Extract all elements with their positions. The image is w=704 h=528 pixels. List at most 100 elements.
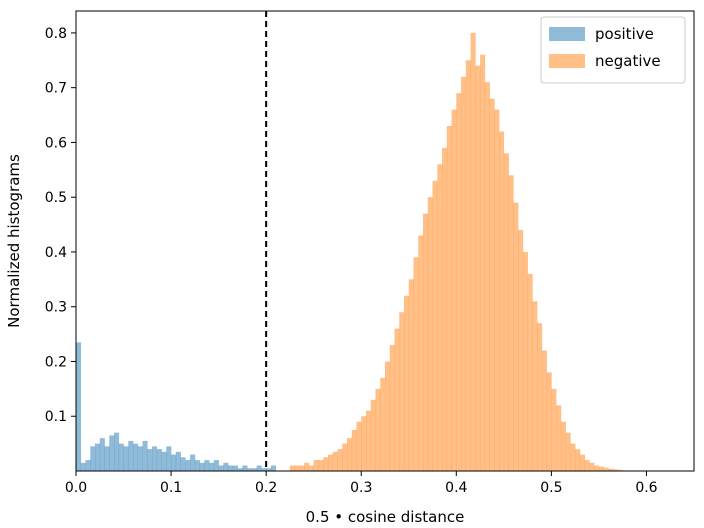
negative-bar	[532, 301, 538, 471]
positive-bar	[133, 443, 139, 471]
axes-frame	[75, 10, 695, 472]
y-tick-label: 0.2	[45, 354, 67, 370]
positive-bar	[128, 440, 134, 471]
negative-bar	[475, 65, 481, 471]
negative-bar	[546, 372, 552, 471]
positive-bar	[204, 460, 210, 471]
positive-bar	[142, 440, 148, 471]
positive-bar	[228, 465, 234, 471]
positive-bar	[118, 443, 124, 471]
negative-bar	[413, 257, 419, 471]
y-tick-label: 0.4	[45, 245, 67, 261]
positive-bar	[137, 446, 143, 471]
y-tick-label: 0.3	[45, 300, 67, 316]
negative-bar	[308, 465, 314, 471]
negative-bar	[579, 454, 585, 471]
negative-bar	[537, 323, 543, 471]
negative-bar	[365, 410, 372, 471]
negative-bar	[323, 457, 329, 471]
negative-bar	[356, 421, 362, 471]
positive-bar	[199, 462, 205, 471]
positive-bar	[109, 435, 115, 471]
negative-bar	[294, 465, 300, 471]
negative-bar	[375, 388, 381, 471]
negative-bar	[418, 235, 424, 471]
negative-bar	[499, 131, 505, 471]
positive-bar	[171, 454, 177, 471]
legend-label: positive	[595, 25, 654, 43]
negative-bar	[484, 82, 490, 471]
negative-bar	[603, 467, 609, 471]
negative-bar	[385, 361, 391, 471]
positive-bar	[237, 468, 243, 471]
x-tick-label: 0.3	[350, 480, 372, 496]
negative-bar	[527, 273, 533, 471]
negative-bar	[508, 175, 514, 471]
negative-bar	[570, 443, 576, 471]
axes-border	[75, 10, 695, 472]
negative-bar	[427, 197, 433, 471]
y-axis-label: Normalized histograms	[5, 154, 23, 328]
negative-bar	[489, 98, 495, 471]
negative-bar	[346, 438, 353, 471]
negative-bar	[318, 460, 324, 471]
negative-bar	[456, 93, 462, 471]
negative-bar	[380, 377, 386, 471]
positive-bar	[232, 465, 238, 471]
positive-bar	[147, 449, 153, 471]
negative-bar	[394, 328, 400, 471]
negative-bar	[556, 405, 562, 471]
positive-bar	[99, 438, 105, 471]
negative-bar	[389, 345, 395, 471]
positive-bar	[266, 468, 272, 471]
negative-bar	[442, 147, 448, 471]
legend-swatch	[549, 54, 585, 68]
negative-bar	[617, 469, 623, 471]
legend-swatch	[549, 27, 585, 41]
negative-bar	[342, 443, 348, 471]
positive-bar	[80, 462, 86, 471]
x-tick-label: 0.4	[445, 480, 467, 496]
positive-bar	[223, 462, 229, 471]
positive-bar	[261, 468, 267, 471]
x-axis-label: 0.5 • cosine distance	[306, 508, 465, 526]
negative-bar	[299, 465, 305, 471]
negative-bar	[327, 454, 333, 471]
negative-bar	[480, 54, 486, 471]
x-axis-ticks: 0.0 0.1 0.2 0.3 0.4 0.5 0.6	[65, 471, 658, 496]
negative-bar	[451, 109, 457, 471]
positive-bar	[247, 468, 253, 471]
x-tick-label: 0.2	[255, 480, 277, 496]
negative-bar	[465, 60, 471, 471]
positive-bar	[76, 342, 82, 471]
negative-bar	[470, 32, 476, 471]
y-tick-label: 0.6	[45, 135, 67, 151]
positive-bar	[218, 465, 224, 471]
positive-bar	[123, 446, 129, 471]
x-tick-label: 0.1	[160, 480, 182, 496]
positive-bar	[95, 443, 101, 471]
positive-bar	[90, 446, 96, 471]
negative-bar	[361, 416, 367, 471]
plot-area	[76, 32, 623, 471]
negative-bar	[304, 462, 310, 471]
series-positive	[76, 342, 276, 471]
positive-bar	[242, 465, 248, 471]
positive-bar	[213, 460, 219, 471]
positive-bar	[190, 454, 196, 471]
y-axis-ticks: 0.1 0.2 0.3 0.4 0.5 0.6 0.7 0.8	[45, 26, 76, 425]
negative-bar	[608, 468, 614, 471]
negative-bar	[289, 465, 295, 471]
positive-bar	[85, 460, 91, 471]
negative-bar	[408, 279, 414, 471]
negative-bar	[565, 432, 571, 471]
positive-bar	[180, 457, 186, 471]
positive-bar	[161, 451, 167, 471]
positive-bar	[270, 465, 276, 471]
negative-bar	[437, 164, 443, 471]
negative-bar	[503, 153, 509, 471]
negative-bar	[432, 180, 438, 471]
negative-bar	[313, 460, 319, 471]
positive-bar	[166, 446, 172, 471]
